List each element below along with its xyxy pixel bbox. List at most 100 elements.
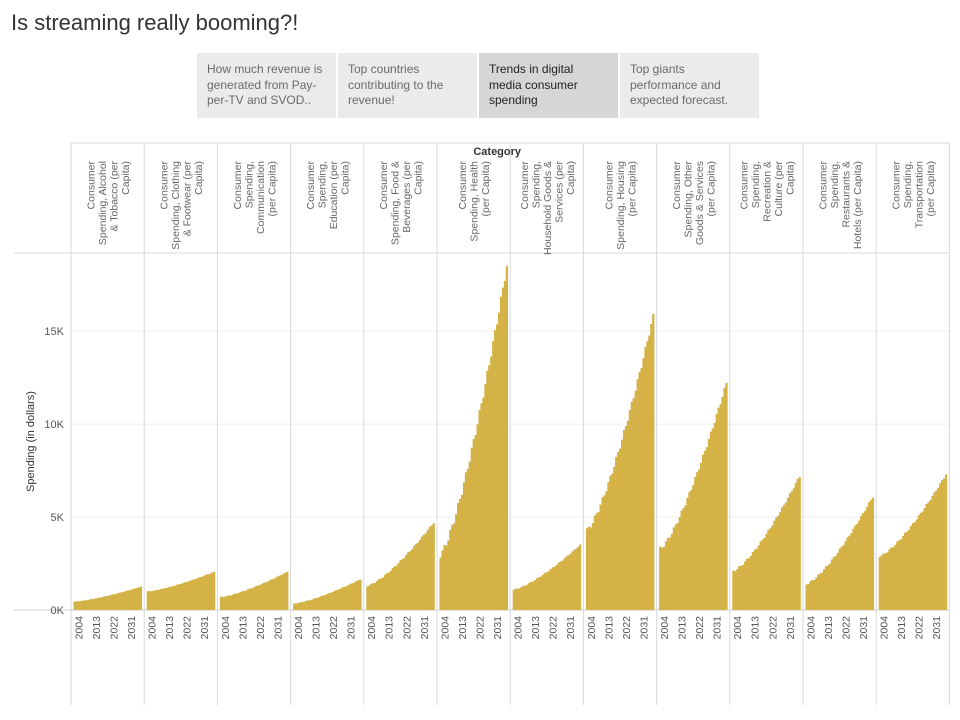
spending-bar (274, 577, 277, 610)
category-header-label: Culture (per (773, 161, 785, 217)
spending-bar (630, 401, 633, 610)
spending-bar (221, 596, 225, 610)
spending-bar (295, 603, 298, 610)
spending-bar (846, 537, 849, 610)
x-tick-label: 2022 (255, 616, 267, 640)
spending-bar (545, 572, 549, 610)
x-tick-label: 2031 (126, 616, 138, 640)
spending-bar (811, 580, 814, 610)
spending-bar (428, 526, 431, 610)
spending-bar (227, 595, 230, 610)
spending-bar (898, 540, 901, 610)
x-tick-label: 2022 (548, 616, 560, 640)
spending-bar (767, 529, 770, 610)
spending-bar (385, 573, 389, 610)
spending-bar (420, 536, 424, 610)
spending-bar (87, 599, 90, 610)
spending-bar (886, 552, 889, 610)
spending-bar (470, 447, 473, 610)
spending-bar (911, 523, 915, 610)
tab-revenue-pay-per-tv-svod[interactable]: How much revenue is generated from Pay-p… (197, 53, 336, 118)
x-tick-label: 2031 (712, 616, 724, 640)
spending-bar (116, 593, 119, 610)
spending-bar (852, 528, 855, 610)
spending-bar (366, 586, 369, 610)
spending-bar (565, 556, 568, 610)
spending-bar (832, 556, 836, 610)
spending-bar (747, 558, 751, 610)
spending-bar (650, 323, 653, 610)
spending-bar (713, 422, 716, 610)
spending-bar (120, 592, 123, 610)
spending-bar (692, 485, 695, 610)
x-tick-label: 2004 (220, 616, 232, 640)
spending-bar (538, 577, 541, 610)
category-header-label: Consumer (305, 160, 317, 209)
spending-bar (761, 539, 764, 610)
tab-digital-media-trends[interactable]: Trends in digital media consumer spendin… (479, 53, 618, 118)
spending-bar (587, 526, 591, 610)
spending-bar (907, 529, 911, 610)
spending-bar (794, 482, 797, 610)
spending-bar (114, 594, 117, 610)
spending-bar (201, 576, 204, 610)
spending-bar (763, 537, 766, 610)
spending-bar (372, 583, 375, 610)
spending-bar (819, 573, 822, 610)
spending-bar (118, 592, 121, 610)
category-header-label: (per Capita) (705, 161, 717, 216)
spending-bar (759, 541, 762, 610)
spending-bar (569, 554, 572, 610)
spending-bar (836, 552, 839, 610)
spending-bar (205, 574, 208, 610)
spending-bar (807, 584, 810, 610)
spending-bar (842, 545, 845, 610)
x-tick-label: 2022 (767, 616, 779, 640)
spending-bar (571, 551, 574, 610)
category-header-label: Recreation & (761, 161, 773, 222)
spending-bar (840, 546, 843, 610)
spending-bar (229, 595, 232, 610)
spending-bar (462, 482, 466, 610)
category-header-label: (per Capita) (480, 161, 492, 216)
spending-bar (189, 580, 192, 610)
tab-top-countries[interactable]: Top countries contributing to the revenu… (338, 53, 477, 118)
x-tick-label: 2013 (164, 616, 176, 640)
spending-bar (310, 599, 313, 610)
tab-top-giants[interactable]: Top giants performance and expected fore… (620, 53, 759, 118)
spending-bar (266, 581, 269, 610)
spending-bar (166, 587, 169, 610)
spending-bar (798, 476, 801, 610)
category-header-label: Consumer (817, 160, 829, 209)
spending-bar (282, 573, 285, 610)
spending-bar (460, 494, 464, 610)
spending-bar (451, 524, 454, 610)
spending-bar (253, 587, 256, 610)
y-tick-label: 10K (44, 419, 64, 431)
spending-bar (233, 593, 236, 610)
spending-bar (298, 602, 302, 610)
spending-bar (251, 588, 254, 610)
x-tick-label: 2004 (732, 616, 744, 640)
category-header-label: Capita) (339, 161, 351, 195)
spending-bar (921, 511, 924, 610)
spending-bar (644, 346, 647, 610)
spending-bar (805, 584, 808, 610)
spending-bar (856, 523, 859, 610)
spending-bar (743, 561, 747, 610)
spending-bar (505, 266, 509, 610)
spending-bar (91, 599, 94, 610)
spending-bar (139, 586, 143, 610)
y-tick-label: 5K (51, 512, 65, 524)
category-header-label: Hotels (per Capita) (852, 161, 864, 249)
x-tick-label: 2022 (474, 616, 486, 640)
category-header-label: Spending, Alcohol (97, 161, 109, 245)
spending-bar (777, 515, 780, 610)
spending-bar (422, 534, 426, 610)
x-tick-label: 2022 (108, 616, 120, 640)
spending-bar (411, 549, 414, 610)
spending-bar (343, 586, 347, 610)
spending-bar (662, 546, 666, 610)
spending-bar (455, 514, 458, 610)
spending-bar (377, 578, 381, 610)
